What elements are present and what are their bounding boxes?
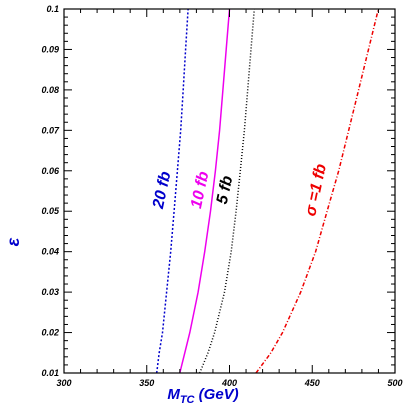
series-line-2 bbox=[199, 8, 256, 374]
series-line-0 bbox=[155, 8, 189, 374]
series-label-2: 5 fb bbox=[214, 174, 237, 206]
x-tick-label: 300 bbox=[56, 378, 71, 388]
labels: 300 350 400 450 500 0.01 0.02 0.03 0.04 0.05 0.06 0… bbox=[3, 4, 403, 406]
y-tick-label: 0.05 bbox=[41, 206, 60, 216]
series-label-0: 20 fb bbox=[150, 170, 175, 211]
curves bbox=[155, 8, 380, 374]
x-axis-title-unit: (GeV) bbox=[194, 386, 238, 403]
y-tick-label: 0.06 bbox=[41, 166, 60, 176]
series-label-3: σ =1 fb bbox=[302, 162, 330, 217]
x-axis-title: MTC (GeV) bbox=[167, 386, 238, 406]
axes bbox=[63, 8, 396, 374]
y-tick-label: 0.09 bbox=[41, 44, 59, 54]
x-tick-label: 400 bbox=[221, 378, 237, 388]
y-tick-label: 0.07 bbox=[41, 125, 60, 135]
y-axis-title: ε bbox=[3, 237, 23, 246]
y-tick-label: 0.02 bbox=[41, 328, 59, 338]
x-tick-label: 350 bbox=[139, 378, 154, 388]
y-tick-label: 0.03 bbox=[41, 287, 59, 297]
y-tick-label: 0.08 bbox=[41, 85, 59, 95]
x-axis-title-main: M bbox=[167, 386, 180, 403]
x-tick-label: 500 bbox=[387, 378, 402, 388]
y-tick-label: 0.01 bbox=[41, 368, 59, 378]
series-label-1: 10 fb bbox=[188, 170, 212, 210]
x-tick-label: 450 bbox=[304, 378, 320, 388]
x-axis-title-sub: TC bbox=[180, 394, 196, 406]
series-line-3 bbox=[255, 8, 380, 374]
y-tick-label: 0.1 bbox=[46, 4, 59, 14]
series-line-1 bbox=[179, 8, 231, 374]
y-tick-label: 0.04 bbox=[41, 247, 59, 257]
